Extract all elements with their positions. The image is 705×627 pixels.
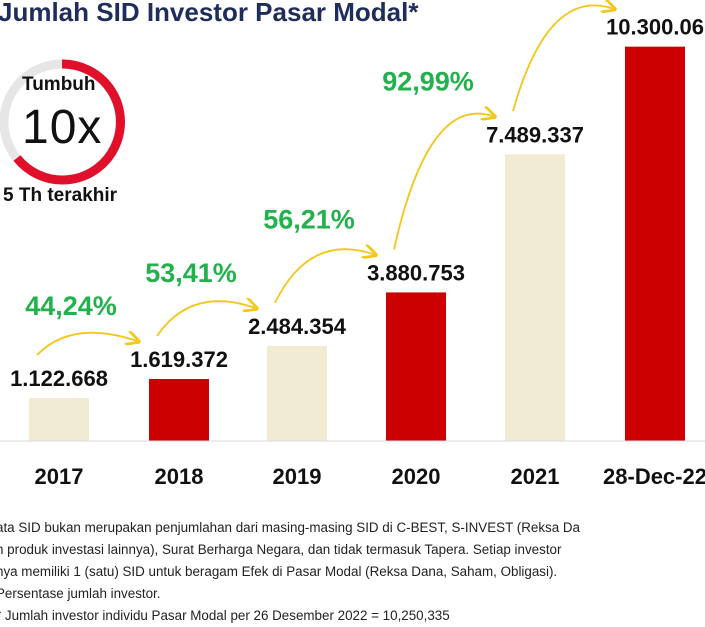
growth-label: 44,24% [25,291,117,321]
x-tick-label: 2020 [392,464,441,489]
value-label: 1.619.372 [130,347,228,372]
footnote-line: ata SID bukan merupakan penjumlahan dari… [0,520,580,535]
growth-ring-arc [13,59,125,185]
x-tick-label: 2017 [35,464,84,489]
x-tick-label: 2019 [273,464,322,489]
growth-label: 56,21% [263,204,355,234]
growth-label: 53,41% [145,258,237,288]
badge-label: Tumbuh [22,74,96,95]
growth-badge-ring [0,59,125,185]
badge-value: 10x [22,101,103,154]
footnote-line: Persentase jumlah investor. [0,586,161,601]
footnote-line: n produk investasi lainnya), Surat Berha… [0,542,562,557]
value-label: 1.122.668 [10,366,108,391]
value-label: 2.484.354 [248,314,347,339]
bar-chart: 1.122.668 2017 1.619.372 2018 2.484.354 2019 3… [0,0,705,489]
growth-arrow [156,301,255,337]
bar-2017 [29,398,89,441]
x-tick-label: 28-Dec-22 [603,464,705,489]
x-tick-label: 2018 [155,464,204,489]
growth-arrow [274,249,374,304]
badge-caption: 5 Th terakhir [3,185,118,206]
growth-label: 92,99% [382,66,474,96]
value-label: 3.880.753 [367,260,465,285]
growth-arrow [36,333,137,356]
footnotes: ata SID bukan merupakan penjumlahan dari… [0,517,580,627]
growth-arrow [393,114,493,250]
chart-title: Jumlah SID Investor Pasar Modal* [0,0,419,27]
footnote-line: nya memiliki 1 (satu) SID untuk beragam … [0,564,558,579]
bar-2020 [386,292,446,441]
value-label: 7.489.337 [486,122,584,147]
growth-arrow [512,5,613,112]
bar-2019 [267,345,327,441]
x-tick-label: 2021 [511,464,560,489]
bar-2021 [505,154,565,441]
bar-28-Dec-22 [625,46,685,441]
value-label: 10.300.06 [606,15,704,40]
footnote-line: * Jumlah investor individu Pasar Modal p… [0,608,450,623]
bar-2018 [149,379,209,441]
